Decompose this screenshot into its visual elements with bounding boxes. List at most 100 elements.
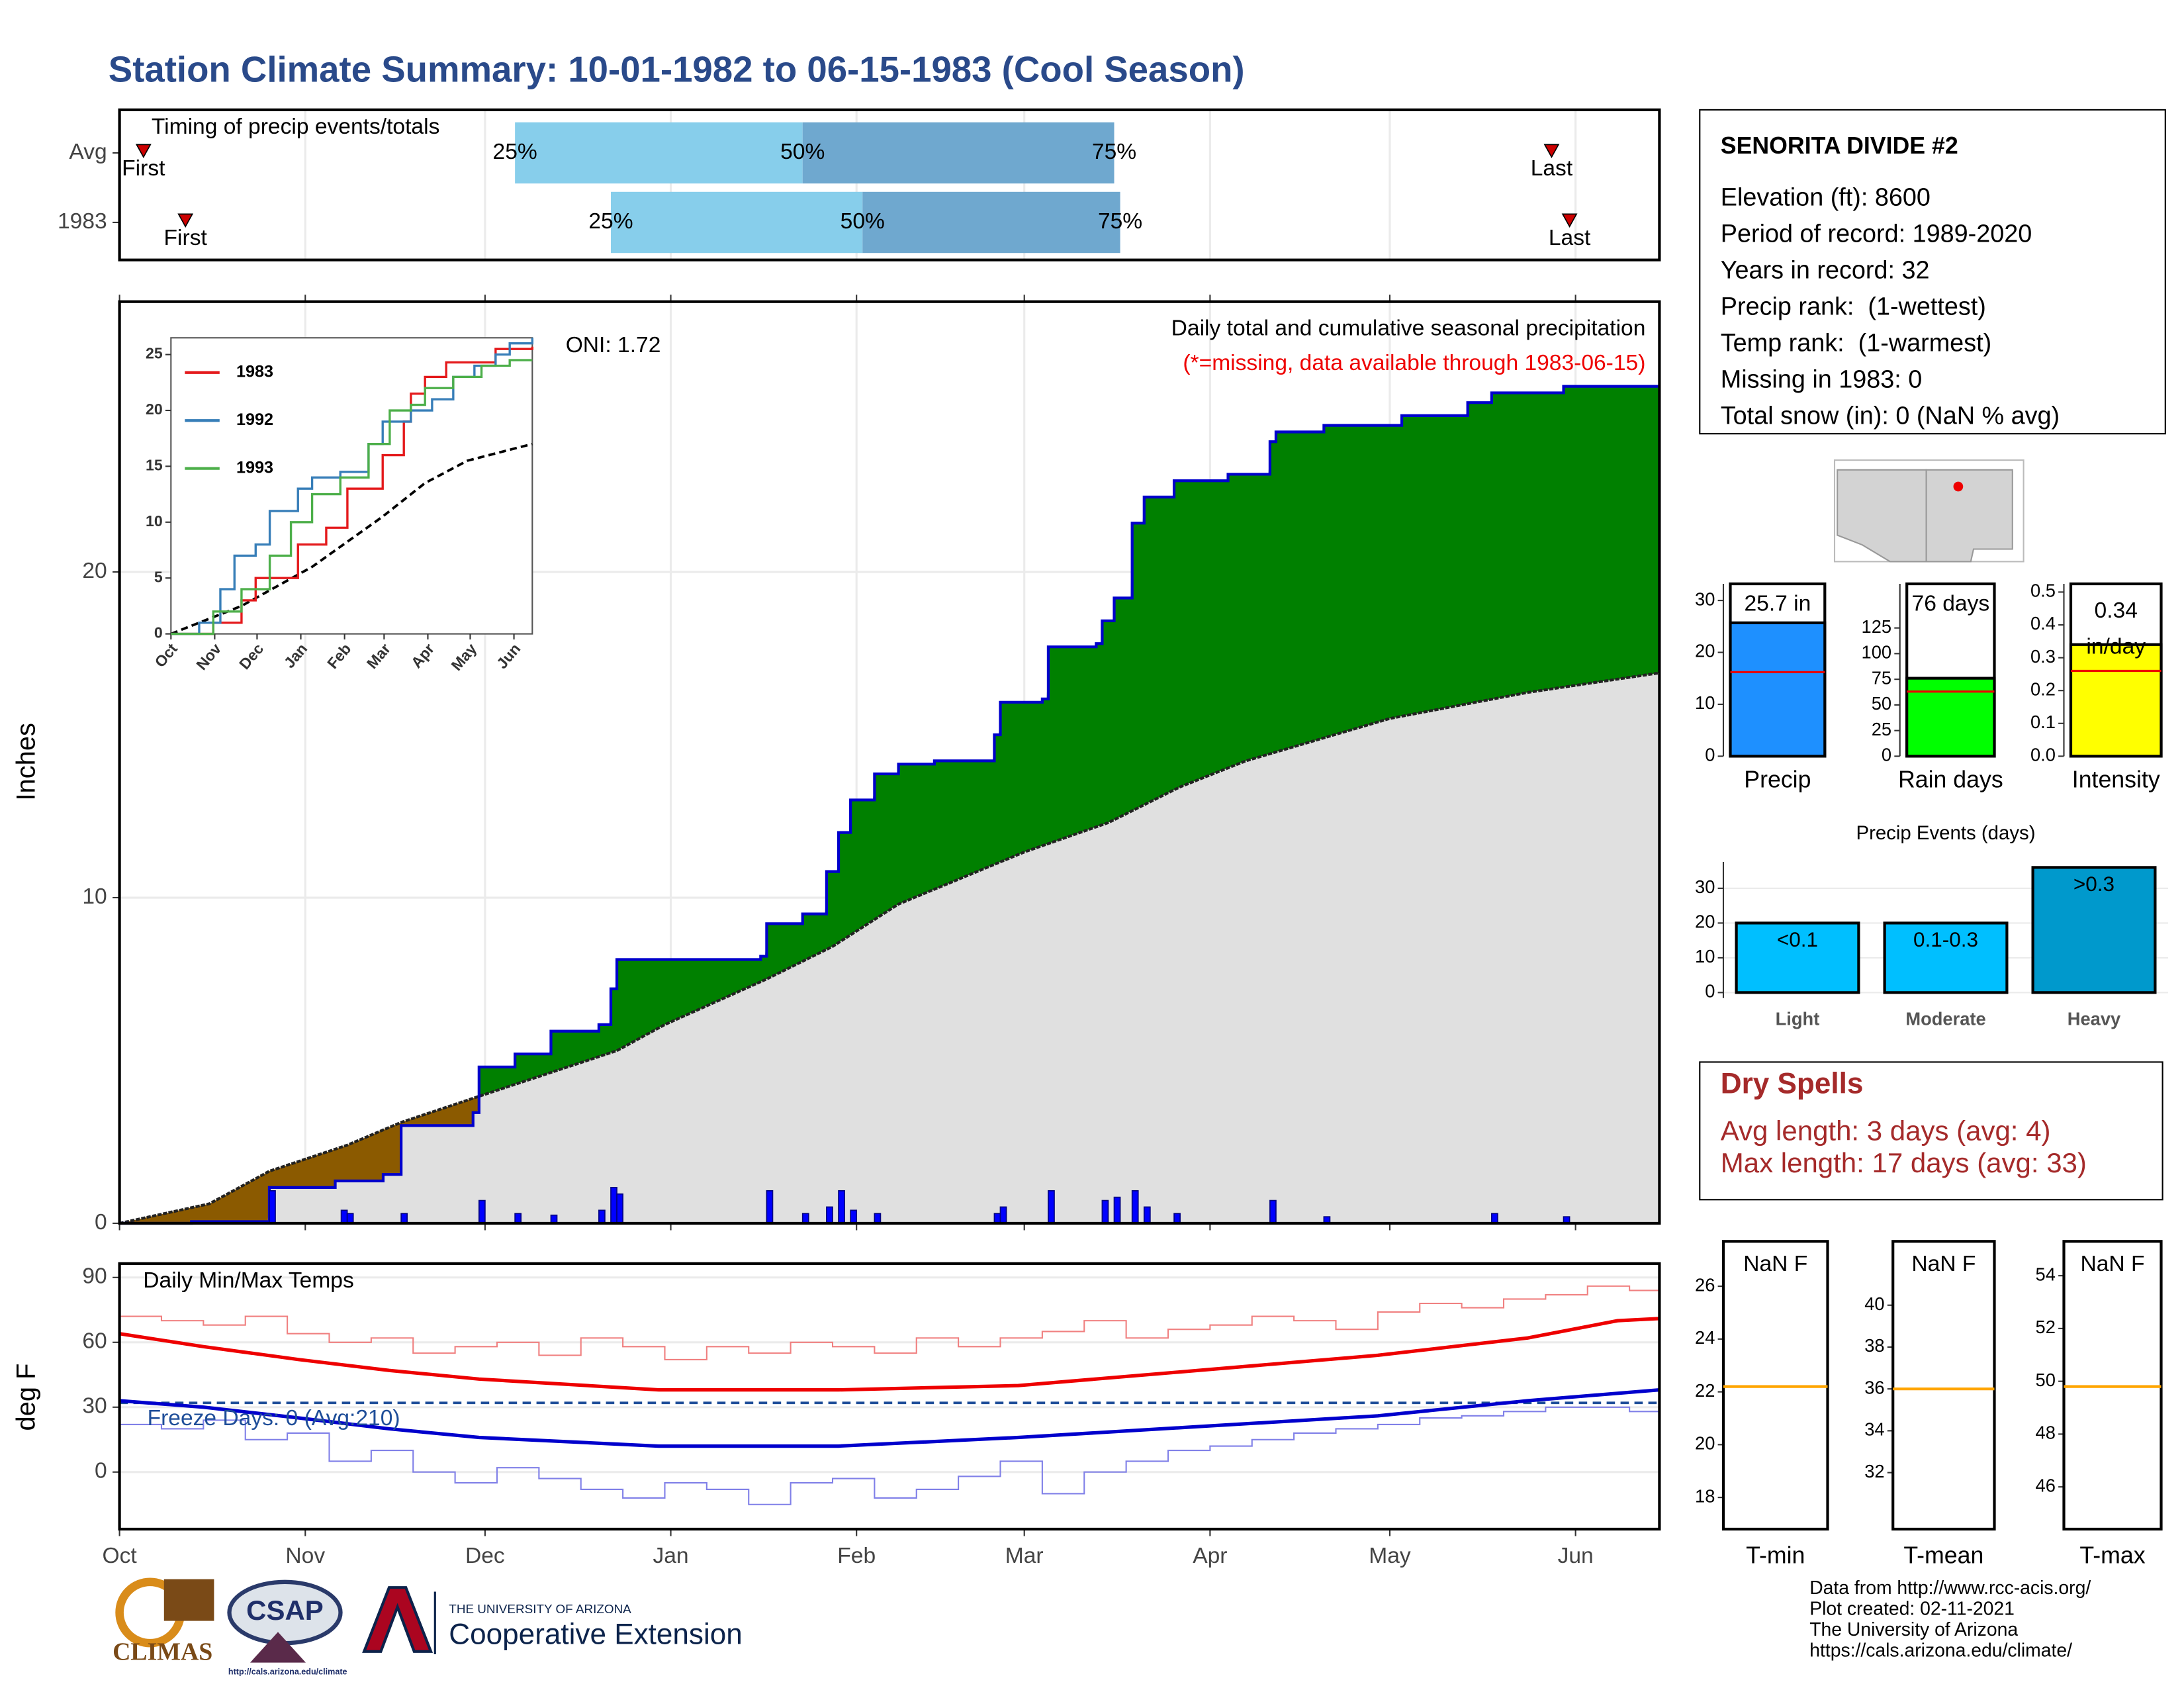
y-tick-label: 54 (2036, 1264, 2056, 1284)
daily-bar (1113, 1196, 1121, 1224)
y-tick-label: 0 (154, 624, 163, 641)
daily-bar (993, 1213, 1001, 1224)
y-tick-label: 34 (1864, 1419, 1884, 1440)
bar (2031, 866, 2157, 994)
event-marker (1543, 144, 1560, 159)
quartile-bar (515, 122, 803, 184)
daily-bar (766, 1190, 774, 1224)
average-line (119, 671, 1660, 1225)
quartile-label: 75% (1098, 209, 1142, 234)
daily-bar (850, 1209, 858, 1224)
y-tick-label: 0 (95, 1459, 107, 1483)
bar (1729, 621, 1827, 758)
y-tick-label: 32 (1864, 1461, 1884, 1481)
x-tick-label: T-max (2079, 1542, 2145, 1568)
y-tick-label: Avg (69, 140, 107, 164)
x-tick-label: Apr (1193, 1544, 1227, 1568)
quartile-label: 25% (493, 140, 537, 164)
daily-bar (478, 1199, 486, 1224)
daily-bar (400, 1213, 408, 1224)
panel-title: Timing of precip events/totals (152, 115, 439, 139)
x-tick-label: Dec (465, 1544, 505, 1568)
station-line: Elevation (ft): 8600 (1721, 183, 1931, 211)
value-label: NaN F (2080, 1252, 2144, 1276)
station-line: Temp rank: (1-warmest) (1721, 329, 1991, 357)
station-line: Total snow (in): 0 (NaN % avg) (1721, 402, 2060, 430)
y-axis-label: deg F (12, 1364, 41, 1431)
y-tick-label: 20 (146, 400, 163, 418)
x-tick-label: Mar (1005, 1544, 1044, 1568)
value-label: NaN F (1743, 1252, 1807, 1276)
panel-frame (118, 108, 1661, 261)
y-tick-label: 38 (1864, 1335, 1884, 1356)
y-tick-label: 0 (1705, 981, 1715, 1002)
csap-url: http://cals.arizona.edu/climate (228, 1667, 347, 1677)
legend-label: 1983 (236, 362, 273, 381)
cumulative-line (119, 385, 1660, 1225)
y-tick-label: 48 (2036, 1423, 2056, 1443)
climas-icon (163, 1579, 214, 1621)
event-label: First (122, 156, 165, 181)
event-marker (177, 213, 194, 228)
average-line (170, 442, 533, 635)
y-tick-label: 24 (1695, 1327, 1715, 1348)
daily-bar (801, 1213, 809, 1224)
y-tick-label: 0.3 (2030, 646, 2056, 667)
panel-title: Precip Events (days) (1856, 822, 2035, 844)
y-tick-label: 90 (82, 1264, 107, 1289)
series-line (171, 359, 533, 635)
dry-spells-box (1699, 1061, 2163, 1201)
range-box (1891, 1240, 1996, 1531)
panel-bg (119, 1263, 1660, 1529)
credit-line: Plot created: 02-11-2021 (1809, 1598, 2015, 1619)
station-line: Period of record: 1989-2020 (1721, 220, 2032, 248)
y-tick-label: 20 (1695, 912, 1715, 932)
y-tick-label: 0 (1705, 745, 1715, 765)
map-state (1925, 469, 2013, 563)
y-tick-label: 50 (2036, 1370, 2056, 1390)
y-tick-label: 15 (146, 457, 163, 474)
quartile-bar (611, 191, 863, 254)
daily-bar (1101, 1199, 1109, 1224)
inset-bg (170, 337, 533, 635)
panel-note: (*=missing, data available through 1983-… (1183, 351, 1645, 375)
daily-bar (514, 1213, 522, 1224)
y-tick-label: 30 (82, 1394, 107, 1419)
y-tick-label: 30 (1695, 588, 1715, 609)
x-tick-label: T-mean (1903, 1542, 1983, 1568)
y-tick-label: 50 (1872, 693, 1891, 714)
quartile-label: 25% (588, 209, 633, 234)
y-tick-label: 5 (154, 568, 163, 585)
daily-bar (346, 1213, 354, 1224)
y-tick-label: 0.4 (2030, 613, 2056, 633)
y-tick-label: 30 (1695, 876, 1715, 897)
quartile-label: 50% (780, 140, 825, 164)
y-tick-label: 0.1 (2030, 712, 2056, 732)
daily-bar (999, 1206, 1007, 1224)
y-tick-label: 10 (82, 884, 107, 909)
x-tick-label: Feb (837, 1544, 876, 1568)
bar-value-label: 0.34 (2095, 598, 2138, 623)
climas-logo-text: CLIMAS (113, 1638, 212, 1666)
daily-bar (1048, 1190, 1055, 1224)
x-tick-label: Nov (285, 1544, 325, 1568)
event-label: Last (1549, 226, 1591, 250)
y-tick-label: 0.2 (2030, 679, 2056, 699)
quartile-bar (862, 191, 1120, 254)
station-line: Precip rank: (1-wettest) (1721, 293, 1986, 320)
y-tick-label: 26 (1695, 1274, 1715, 1295)
y-tick-label: 0.0 (2030, 745, 2056, 765)
quartile-bar (802, 122, 1115, 184)
y-tick-label: 60 (82, 1329, 107, 1354)
logos: CLIMAS CSAP http://cals.arizona.edu/clim… (113, 1577, 743, 1677)
csap-mountain (250, 1632, 306, 1663)
event-label: First (164, 226, 208, 250)
daily-bar (269, 1190, 276, 1224)
locator-map (1833, 459, 2025, 563)
station-name: SENORITA DIVIDE #2 (1721, 132, 1958, 159)
y-tick-label: 10 (146, 512, 163, 530)
credit-line: The University of Arizona (1809, 1619, 2018, 1640)
daily-bar (1491, 1213, 1498, 1224)
x-tick-label: Rain days (1898, 767, 2003, 793)
